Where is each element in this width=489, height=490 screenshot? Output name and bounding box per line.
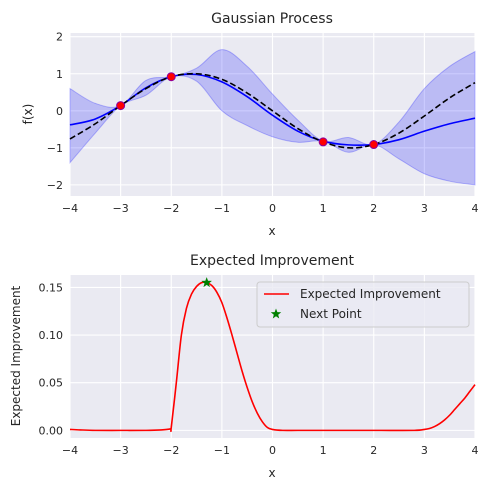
x-tick-label: −3 <box>113 202 129 215</box>
gp-true-function-line <box>69 72 476 149</box>
x-tick-label: 2 <box>370 444 377 457</box>
legend-box <box>256 281 470 328</box>
x-tick-label: 4 <box>472 444 479 457</box>
ei-y-ticks: 0.00 0.05 0.10 0.15 <box>39 281 64 437</box>
x-tick-label: −4 <box>62 202 78 215</box>
x-tick-label: −2 <box>163 202 179 215</box>
y-tick-label: −1 <box>47 142 63 155</box>
y-tick-label: 0.15 <box>39 281 64 294</box>
legend-star <box>270 308 282 319</box>
x-tick-label: −1 <box>214 202 230 215</box>
ei-y-label: Expected Improvement <box>9 285 23 426</box>
y-tick-label: 0 <box>56 105 63 118</box>
y-tick-label: 0.10 <box>39 329 64 342</box>
x-tick-label: 1 <box>320 444 327 457</box>
ei-line <box>69 281 476 433</box>
x-tick-label: −3 <box>113 444 129 457</box>
y-tick-label: 1 <box>56 68 63 81</box>
observation-point <box>318 137 328 147</box>
gp-y-ticks: −2 −1 0 1 2 <box>47 31 63 192</box>
gp-title: Gaussian Process <box>211 11 333 27</box>
next-point-marker <box>201 277 212 288</box>
x-tick-label: −1 <box>214 444 230 457</box>
legend-entry-ei: Expected Improvement <box>300 287 441 301</box>
observation-point <box>166 72 176 82</box>
ei-x-ticks: −4 −3 −2 −1 0 1 2 3 4 <box>62 444 479 457</box>
gp-x-label: x <box>268 224 275 238</box>
ei-legend: Expected Improvement Next Point <box>256 281 470 328</box>
gp-x-ticks: −4 −3 −2 −1 0 1 2 3 4 <box>62 202 479 215</box>
ei-panel: Expected Improvement −4 −3 −2 −1 0 1 2 3 4 0.000… <box>9 253 479 480</box>
ei-title: Expected Improvement <box>190 253 354 269</box>
legend-star-swatch <box>270 308 282 319</box>
x-tick-label: 1 <box>320 202 327 215</box>
x-tick-label: 3 <box>421 202 428 215</box>
y-tick-label: 2 <box>56 31 63 44</box>
x-tick-label: 3 <box>421 444 428 457</box>
next-point-star <box>201 277 212 288</box>
x-tick-label: 2 <box>370 202 377 215</box>
x-tick-label: 0 <box>269 444 276 457</box>
ei-x-label: x <box>268 466 275 480</box>
x-tick-label: −4 <box>62 444 78 457</box>
x-tick-label: 0 <box>269 202 276 215</box>
gp-confidence-band <box>69 49 476 186</box>
legend-entry-next-point: Next Point <box>300 307 362 321</box>
observation-point <box>369 140 379 150</box>
y-tick-label: 0.00 <box>39 424 64 437</box>
observation-point <box>116 101 126 111</box>
x-tick-label: −2 <box>163 444 179 457</box>
gp-panel: Gaussian Process −4 −3 −2 −1 0 1 2 3 4 −2 −1 0 1 2 x… <box>21 11 479 238</box>
gp-observations <box>116 72 379 150</box>
x-tick-label: 4 <box>472 202 479 215</box>
y-tick-label: −2 <box>47 179 63 192</box>
y-tick-label: 0.05 <box>39 377 64 390</box>
gp-grid <box>69 33 476 196</box>
gp-y-label: f(x) <box>21 104 35 125</box>
